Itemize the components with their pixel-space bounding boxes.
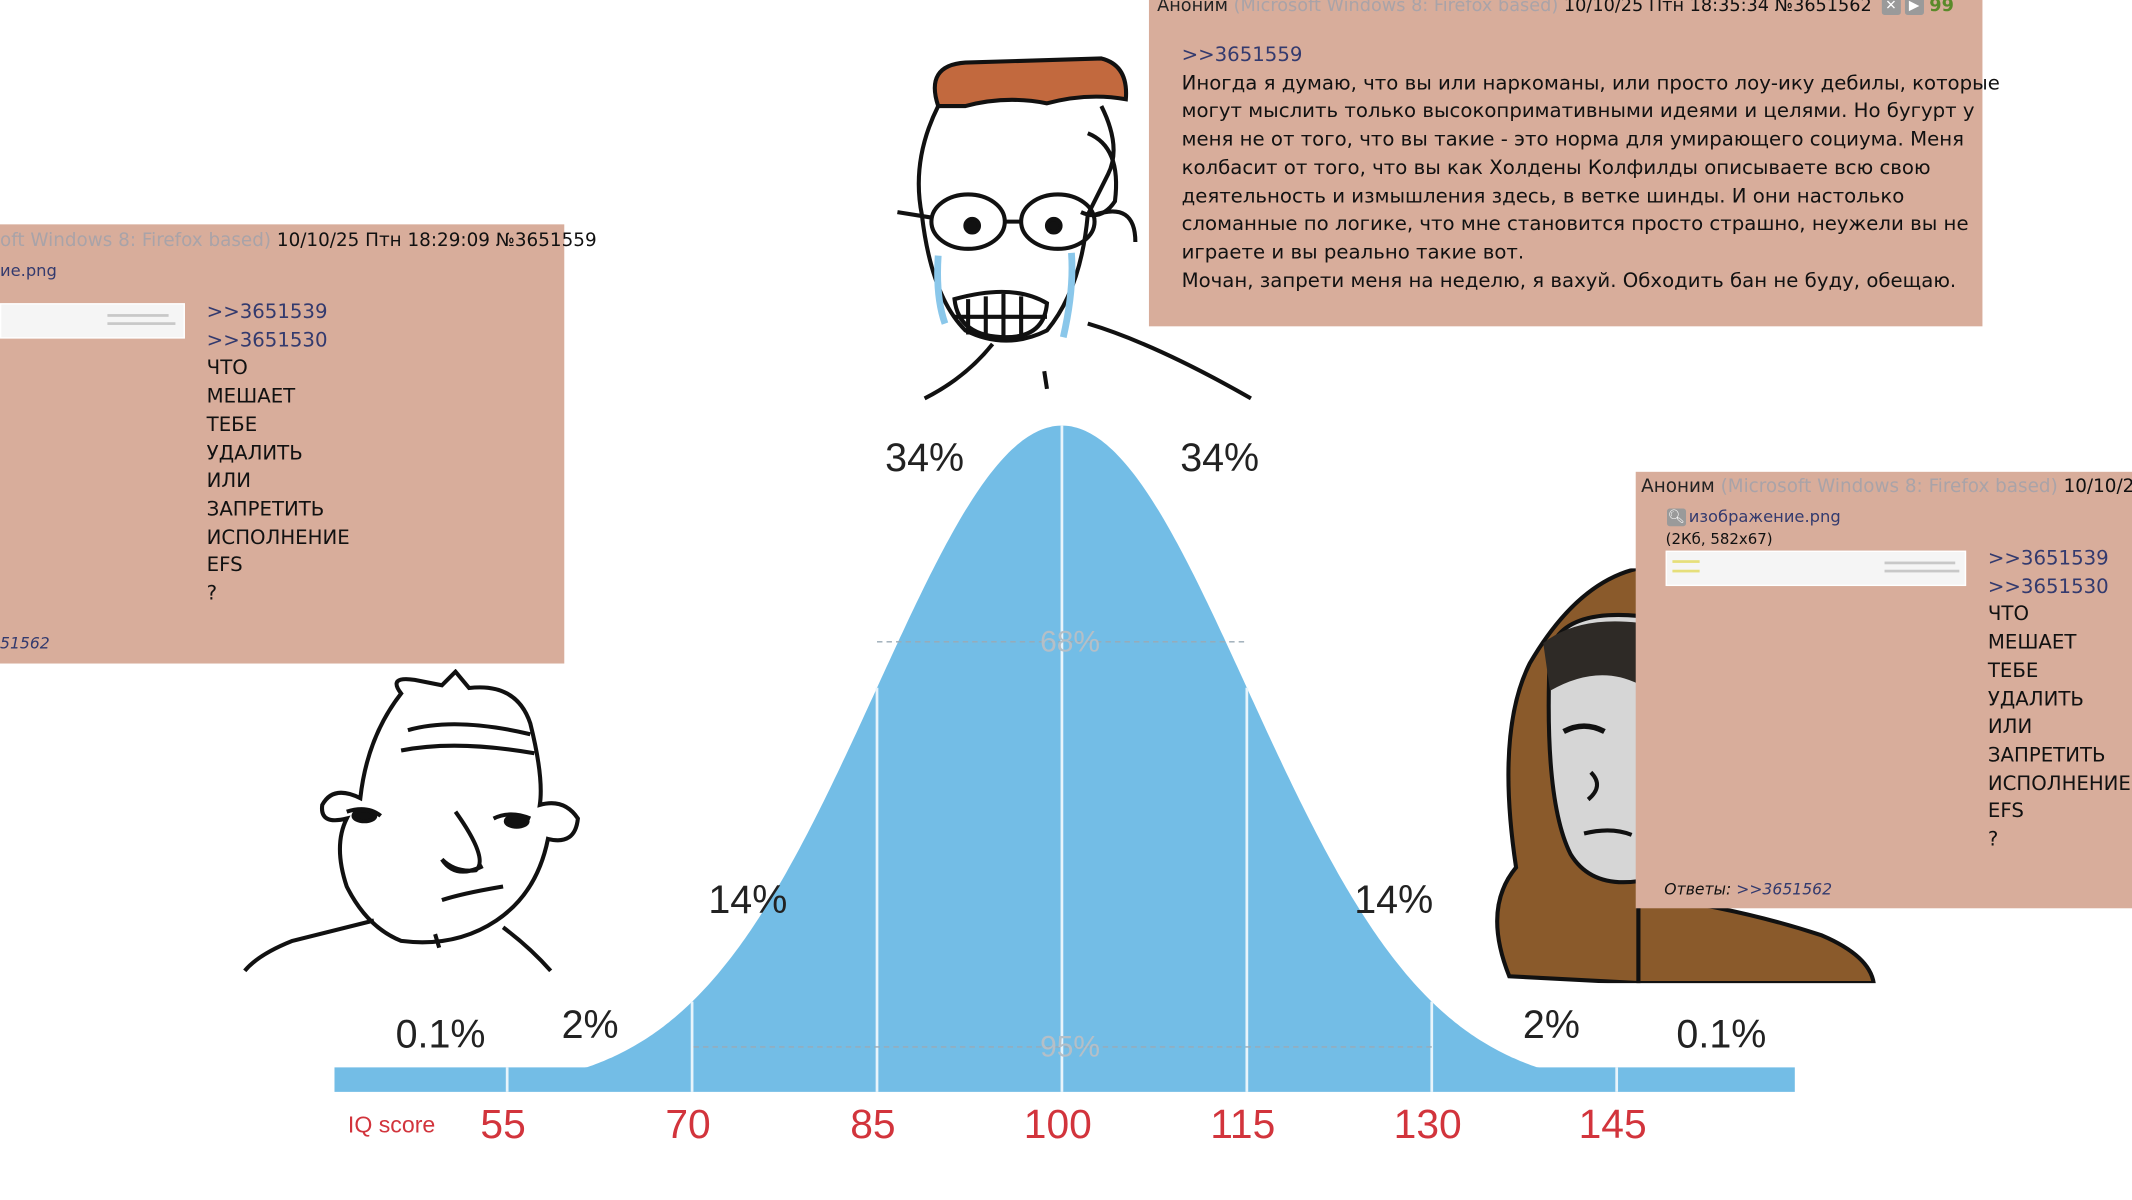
attachment-filename[interactable]: ие.png <box>0 261 57 281</box>
post-body: >>3651539 >>3651530 ЧТО МЕШАЕТ ТЕБЕ УДАЛИТЬ… <box>1988 545 2131 855</box>
post-line: Иногда я думаю, что вы или наркоманы, ил… <box>1181 73 2000 95</box>
post-number[interactable]: №3651559 <box>495 229 597 252</box>
nerd-wojak-crying <box>897 56 1252 401</box>
post-line: ИЛИ <box>1987 716 2033 739</box>
pct-one-sd: 68% <box>1040 624 1101 659</box>
iq-tick-label: 145 <box>1578 1102 1647 1148</box>
post-author: Аноним <box>1157 0 1228 17</box>
post-line: ИСПОЛНЕНИЕ <box>206 527 350 549</box>
pct-outer-right: 2% <box>1522 1004 1580 1048</box>
post-line: УДАЛИТЬ <box>1987 688 2084 711</box>
post-line: ? <box>206 583 218 606</box>
post-line: ТЕБЕ <box>206 414 258 437</box>
post-user-agent: (Microsoft Windows 8: Firefox based) <box>1720 475 2058 498</box>
post-line: МЕШАЕТ <box>206 386 296 409</box>
hooded-wojak <box>1495 568 1876 984</box>
post-line: МЕШАЕТ <box>1987 632 2077 655</box>
post-number[interactable]: №3651562 <box>1774 0 1872 17</box>
post-line: EFS <box>206 555 243 577</box>
post-line: ТЕБЕ <box>1987 660 2039 683</box>
attachment-filename[interactable]: изображение.png <box>1688 507 1841 527</box>
post-line: ЧТО <box>206 358 248 380</box>
iq-tick-label: 85 <box>850 1102 896 1148</box>
post-right: Аноним (Microsoft Windows 8: Firefox bas… <box>1635 471 2132 909</box>
reply-link[interactable]: >>3651559 <box>1181 44 1303 67</box>
post-3651559: oft Windows 8: Firefox based) 10/10/25 П… <box>0 224 597 664</box>
replies-link[interactable]: >>3651562 <box>1736 879 1833 899</box>
iq-tick-label: 130 <box>1393 1102 1462 1148</box>
post-body: >>3651539 >>3651530 ЧТО МЕШАЕТ ТЕБЕ УДАЛИТЬ… <box>207 299 350 609</box>
post-line: ЗАПРЕТИТЬ <box>206 498 325 521</box>
attachment-thumbnail[interactable] <box>1665 550 1967 587</box>
pct-outer-left: 2% <box>561 1004 619 1048</box>
reply-link[interactable]: >>3651539 <box>206 301 328 324</box>
pct-tail-left: 0.1% <box>395 1013 486 1058</box>
post-header: Аноним (Microsoft Windows 8: Firefox bas… <box>1641 476 2132 498</box>
reply-link[interactable]: >>3651539 <box>1987 547 2109 570</box>
pct-two-sd: 95% <box>1040 1029 1101 1064</box>
pct-inner-left: 14% <box>708 879 788 923</box>
post-3651562: Аноним (Microsoft Windows 8: Firefox bas… <box>1148 0 2000 327</box>
post-line: УДАЛИТЬ <box>206 442 303 465</box>
iq-tick-label: 100 <box>1023 1102 1092 1148</box>
post-line: деятельность и измышления здесь, в ветке… <box>1181 185 1905 208</box>
post-counter: 99 <box>1929 0 1954 17</box>
post-line: играете и вы реально такие вот. <box>1181 241 1525 264</box>
iq-tick-label: 55 <box>480 1102 526 1148</box>
magnifier-icon[interactable]: 🔍︎ <box>1666 508 1687 527</box>
attachment-thumbnail[interactable] <box>0 303 185 339</box>
post-line: ИСПОЛНЕНИЕ <box>1987 773 2131 795</box>
post-line: ? <box>1987 829 1999 852</box>
pct-center-left: 34% <box>885 437 965 481</box>
attachment-info: 🔍︎ изображение.png <box>1666 507 1841 527</box>
pct-tail-right: 0.1% <box>1676 1013 1767 1058</box>
post-line: ЧТО <box>1987 604 2029 627</box>
post-user-agent: (Microsoft Windows 8: Firefox based) <box>1233 0 1559 17</box>
post-datetime: 10/10/25 Птн 18:35:34 <box>1563 0 1770 17</box>
replies-link[interactable]: 51562 <box>0 633 50 653</box>
post-datetime: 10/10/25 Птн 18:29:09 <box>276 229 490 252</box>
pct-inner-right: 14% <box>1354 879 1434 923</box>
replies-label: Ответы: <box>1664 879 1732 899</box>
post-line: меня не от того, что вы такие - это норм… <box>1181 129 1965 152</box>
iq-axis-label: IQ score <box>347 1112 436 1139</box>
post-line: сломанные по логике, что мне становится … <box>1181 213 1969 236</box>
post-line: колбасит от того, что вы как Холдены Кол… <box>1181 157 1931 180</box>
post-datetime: 10/10/25 <box>2063 475 2132 498</box>
post-header: Аноним (Microsoft Windows 8: Firefox bas… <box>1157 0 1954 16</box>
post-line: ЗАПРЕТИТЬ <box>1987 745 2106 767</box>
post-user-agent: oft Windows 8: Firefox based) <box>0 229 272 252</box>
post-line: ИЛИ <box>206 470 252 493</box>
post-line: EFS <box>1987 801 2024 824</box>
iq-tick-label: 115 <box>1210 1102 1276 1148</box>
replies-footer: Ответы: >>3651562 <box>1664 880 1832 899</box>
reply-link[interactable]: >>3651530 <box>1987 576 2109 598</box>
post-line: могут мыслить только высокопримативными … <box>1181 101 1975 123</box>
play-icon[interactable]: ▶ <box>1904 0 1924 15</box>
post-body: >>3651559 Иногда я думаю, что вы или нар… <box>1182 42 2000 295</box>
pct-center-right: 34% <box>1180 437 1260 481</box>
post-header: oft Windows 8: Firefox based) 10/10/25 П… <box>0 230 597 252</box>
bell-curve-area <box>334 425 1795 1092</box>
post-author: Аноним <box>1641 475 1715 498</box>
hide-post-icon[interactable]: ✕ <box>1881 0 1901 15</box>
attachment-meta: (2Кб, 582x67) <box>1665 530 1773 548</box>
reply-link[interactable]: >>3651530 <box>206 330 328 352</box>
iq-tick-label: 70 <box>665 1102 711 1148</box>
post-line: Мочан, запрети меня на неделю, я вахуй. … <box>1181 270 1957 292</box>
brute-wojak <box>243 668 580 973</box>
